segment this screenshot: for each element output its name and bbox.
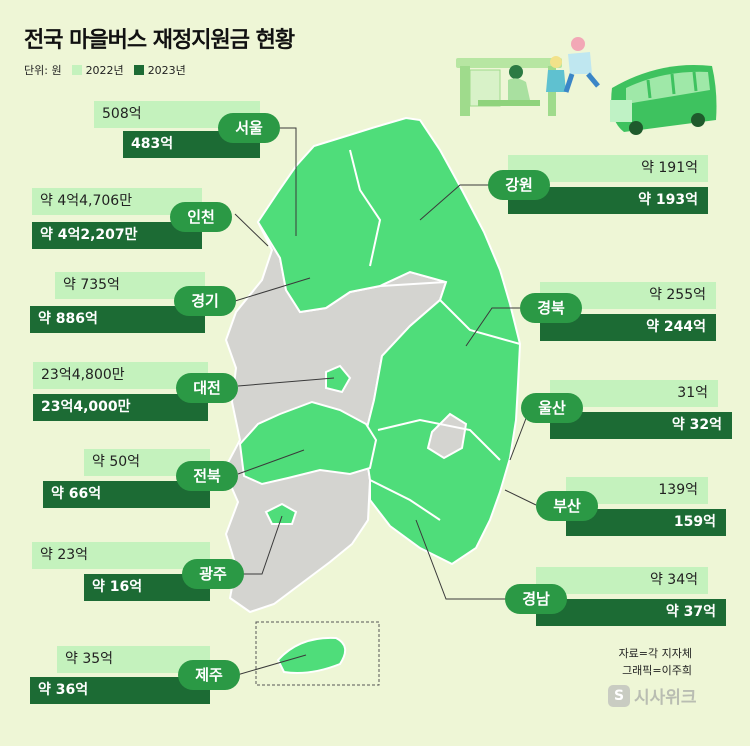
bar-2022-incheon: 약 4억4,706만 <box>32 188 202 215</box>
bar-2022-gwangju: 약 23억 <box>32 542 210 569</box>
region-pill-seoul: 서울 <box>218 113 280 143</box>
legend-label-2023: 2023년 <box>147 64 186 77</box>
map-green-jeonbuk <box>238 400 378 486</box>
map-green-jeju <box>276 636 347 674</box>
legend-swatch-2023 <box>133 65 144 75</box>
map-green-gwangju <box>264 502 298 525</box>
region-pill-gyeonggi: 경기 <box>174 286 236 316</box>
bar-2023-daejeon: 23억4,000만 <box>33 394 208 421</box>
region-pill-ulsan: 울산 <box>521 393 583 423</box>
bar-2023-gyeonggi: 약 886억 <box>30 306 205 333</box>
jeju-inset-frame <box>255 621 380 686</box>
unit-label: 단위: 원 <box>24 64 62 77</box>
map-green-daejeon <box>325 364 352 394</box>
region-pill-jeonbuk: 전북 <box>176 461 238 491</box>
region-pill-gyeongnam: 경남 <box>505 584 567 614</box>
bar-2023-gyeongnam: 약 37억 <box>536 599 726 626</box>
region-pill-daejeon: 대전 <box>176 373 238 403</box>
source-graphic: 그래픽=이주희 <box>622 664 692 677</box>
legend: 단위: 원 2022년 2023년 <box>24 62 186 78</box>
chart-title: 전국 마을버스 재정지원금 현황 <box>24 28 295 53</box>
region-pill-gwangju: 광주 <box>182 559 244 589</box>
brand-logo: S 시사위크 <box>608 683 697 708</box>
legend-swatch-2022 <box>71 65 82 75</box>
region-pill-jeju: 제주 <box>178 660 240 690</box>
bus-stop-illustration <box>456 37 600 116</box>
bus-illustration <box>610 64 717 135</box>
map-grey-daegu <box>426 412 468 460</box>
region-pill-gyeongbuk: 경북 <box>520 293 582 323</box>
source-data: 자료=각 지자체 <box>618 647 692 660</box>
region-pill-incheon: 인천 <box>170 202 232 232</box>
region-pill-busan: 부산 <box>536 491 598 521</box>
region-pill-gangwon: 강원 <box>488 170 550 200</box>
logo-text: 시사위크 <box>634 688 697 708</box>
logo-mark-icon: S <box>608 684 630 707</box>
leader-lines <box>234 127 537 676</box>
legend-label-2022: 2022년 <box>85 64 124 77</box>
bar-2023-busan: 159억 <box>566 509 726 536</box>
bar-2022-gyeongnam: 약 34억 <box>536 567 708 594</box>
